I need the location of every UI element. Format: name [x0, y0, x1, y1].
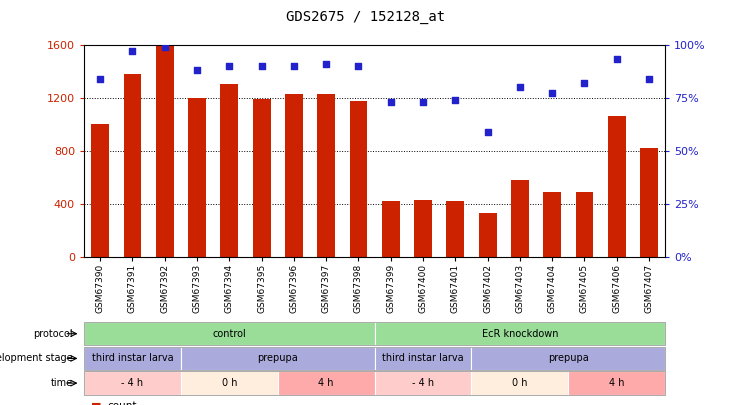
Point: [579, 79, 591, 86]
Point: [352, 62, 364, 69]
Text: prepupa: prepupa: [548, 354, 588, 363]
Bar: [156, 45, 174, 257]
Bar: [285, 94, 303, 257]
Text: ■: ■: [91, 401, 102, 405]
Point: [224, 62, 235, 69]
Bar: [479, 213, 496, 257]
Point: [546, 90, 558, 97]
Bar: [221, 84, 238, 257]
Point: [94, 75, 106, 82]
Point: [514, 84, 526, 90]
Text: third instar larva: third instar larva: [91, 354, 173, 363]
Point: [482, 128, 493, 135]
Bar: [608, 116, 626, 257]
Text: 4 h: 4 h: [319, 378, 334, 388]
Point: [320, 60, 332, 67]
Point: [192, 67, 203, 73]
Text: - 4 h: - 4 h: [121, 378, 143, 388]
Bar: [124, 74, 141, 257]
Bar: [253, 99, 270, 257]
Bar: [188, 98, 206, 257]
Point: [288, 62, 300, 69]
Bar: [543, 192, 561, 257]
Point: [643, 75, 655, 82]
Bar: [447, 201, 464, 257]
Text: 0 h: 0 h: [512, 378, 528, 388]
Bar: [575, 192, 594, 257]
Bar: [91, 124, 109, 257]
Point: [385, 99, 397, 105]
Bar: [382, 201, 400, 257]
Point: [450, 96, 461, 103]
Text: EcR knockdown: EcR knockdown: [482, 329, 558, 339]
Text: development stage: development stage: [0, 354, 73, 363]
Text: count: count: [107, 401, 137, 405]
Text: control: control: [213, 329, 246, 339]
Point: [417, 99, 429, 105]
Point: [611, 56, 623, 63]
Text: - 4 h: - 4 h: [412, 378, 434, 388]
Bar: [414, 200, 432, 257]
Text: third instar larva: third instar larva: [382, 354, 464, 363]
Bar: [317, 94, 335, 257]
Point: [126, 48, 138, 54]
Text: prepupa: prepupa: [257, 354, 298, 363]
Point: [256, 62, 268, 69]
Bar: [640, 148, 658, 257]
Bar: [349, 101, 368, 257]
Text: 0 h: 0 h: [221, 378, 237, 388]
Text: 4 h: 4 h: [609, 378, 624, 388]
Text: time: time: [51, 378, 73, 388]
Point: [159, 43, 170, 50]
Bar: [511, 180, 529, 257]
Text: GDS2675 / 152128_at: GDS2675 / 152128_at: [286, 10, 445, 24]
Text: protocol: protocol: [34, 329, 73, 339]
